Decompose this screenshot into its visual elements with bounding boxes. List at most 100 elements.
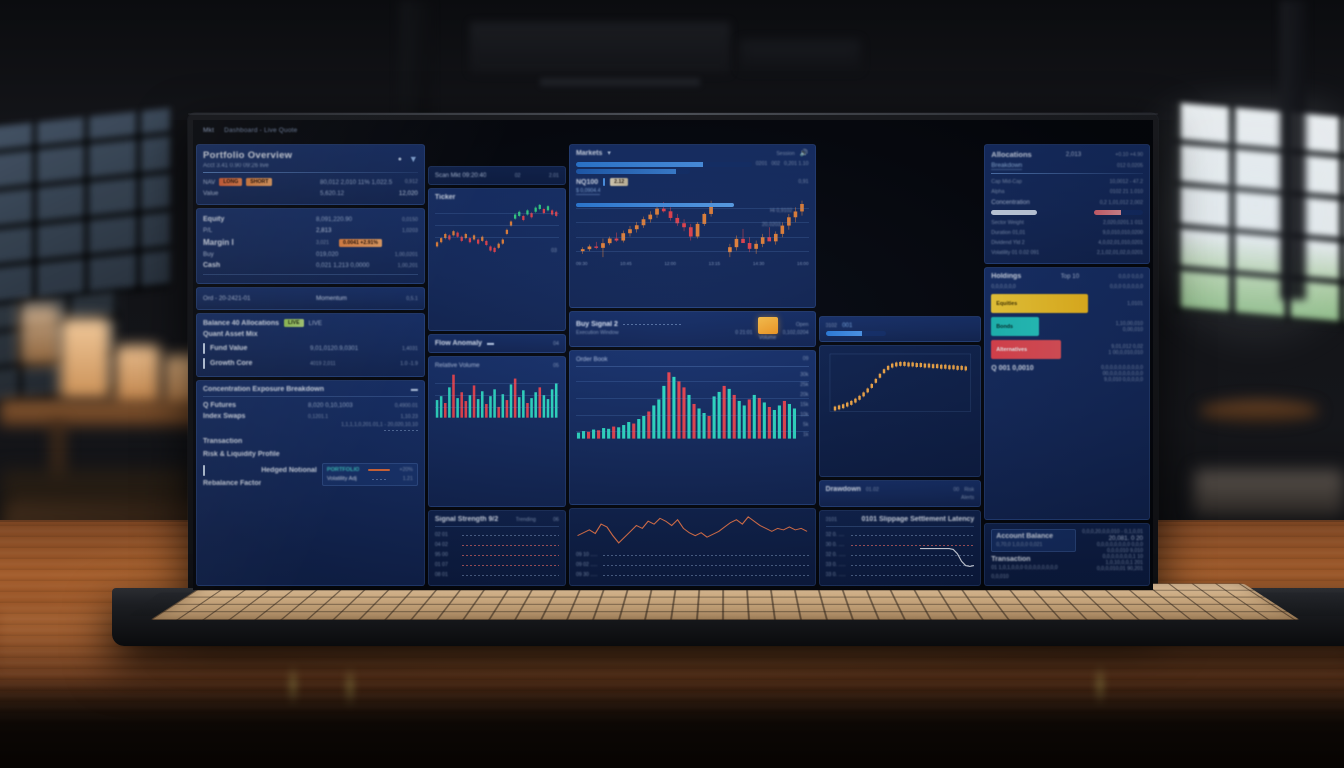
- expand-icon[interactable]: ▬: [410, 386, 418, 394]
- latency-row-3: 03 0. ..........: [825, 562, 846, 568]
- laptop-lid-highlight: [188, 113, 1158, 115]
- latency-card: 0101 0101 Slippage Settlement Latency 02…: [818, 510, 982, 586]
- alloc-row-3-label: Sector Weight: [991, 220, 1024, 227]
- panel-growth: 0102 001: [818, 144, 982, 586]
- signal-title: Signal Strength 9/2: [434, 516, 499, 523]
- signal-subtitle: Trending: [515, 516, 536, 523]
- exposure-row-0-extra: 0,4900.01: [394, 402, 418, 409]
- allocations-panel-change: +0.10 +4.90: [1115, 151, 1143, 158]
- chart-overlay-progress[interactable]: [575, 202, 735, 207]
- y-tick-6: 1k: [803, 431, 809, 438]
- legend-value-alternatives: 9,01,012 0,02: [1111, 343, 1143, 350]
- stat-label-cash: Cash: [203, 262, 221, 270]
- latency-title: 0101 Slippage Settlement Latency: [861, 516, 975, 523]
- portfolio-chip[interactable]: PORTFOLIO +20% Volatility Adj 1.21: [321, 463, 418, 487]
- allocations-panel-value: 2,013: [1065, 151, 1082, 158]
- stat-extra-buy: 1,00,0201: [394, 251, 418, 258]
- markets-chevron-down-icon[interactable]: ▾: [607, 150, 611, 157]
- trend-line-svg: [577, 516, 808, 544]
- buy-signal-subtitle: Execution Window: [575, 330, 619, 337]
- stat-label-margin: Margin I: [203, 238, 234, 248]
- ceiling-panel: [470, 22, 730, 74]
- y-tick-1: 25k: [800, 381, 809, 388]
- signal-strength-card: Signal Strength 9/2 Trending 06 02 01 04…: [427, 510, 566, 586]
- dashboard-grid: Portfolio Overview Acct 3.41 0.90 09:26 …: [193, 141, 1153, 590]
- summary-line-1: 00,0,0,0,0,0,0,0,0: [1102, 371, 1143, 378]
- app-name: Mkt: [203, 127, 215, 134]
- allocations-sub-title[interactable]: Breakdown: [991, 162, 1023, 170]
- drawdown-card[interactable]: Drawdown 01.02 00 Risk Alerts: [818, 480, 982, 507]
- legend-bar-equities[interactable]: Equities: [991, 294, 1089, 314]
- stat-extra-equity: 0,0150: [401, 216, 418, 223]
- margin-change-tag: 0.0041 +2.91%: [339, 238, 383, 247]
- x-tick-0: 09:30: [575, 260, 588, 266]
- desk-foreground-shadow: [0, 676, 1344, 768]
- chip-title: PORTFOLIO: [326, 467, 360, 474]
- page-subtitle: Acct 3.41 0.90 09:26 live: [203, 163, 269, 169]
- alloc-row-0-value: 10,0012 - 47.2: [1109, 179, 1143, 186]
- foreground-cup-1: [60, 318, 110, 400]
- flow-anomaly-card[interactable]: Flow Anomaly ▬ 04: [427, 334, 566, 354]
- value-mid: 5,620.12: [320, 190, 345, 198]
- latency-code: 0101: [825, 516, 838, 523]
- buy-signal-right-value: 0,102,0204: [782, 329, 809, 336]
- account-balance-box[interactable]: Account Balance 0,70,0 1,0,0,0 0,021: [991, 529, 1076, 552]
- exposure-row-0-label: Q Futures: [203, 402, 237, 410]
- panel-markets: Markets ▾ Session 🔊 0201 002 0,201 1.10: [568, 144, 816, 586]
- long-tag: LONG: [219, 178, 243, 187]
- stat-label-pl: P/L: [203, 227, 213, 235]
- x-tick-2: 12:00: [664, 260, 676, 266]
- legend-bar-bonds[interactable]: Bonds: [991, 317, 1040, 337]
- orange-square-icon[interactable]: [757, 316, 778, 334]
- growth-progress[interactable]: [825, 331, 886, 336]
- chart-annotation-2: 20,0203: [761, 222, 781, 229]
- buy-signal-right-label: Volume: [758, 334, 777, 341]
- scan-search-card[interactable]: Scan Mkt 09:20:40 02 2.01: [427, 166, 566, 185]
- open-positions-card[interactable]: Ord - 20-2421-01 Momentum 0,5.1: [196, 287, 425, 311]
- relative-volume-svg: [435, 374, 558, 418]
- positions-row-extra: 0,5.1: [406, 295, 418, 302]
- footer-bottom-label: 0,0,010: [991, 574, 1009, 580]
- toggle-icon[interactable]: ▬: [487, 340, 495, 348]
- buy-signal-card[interactable]: Buy Signal 2 Execution Window 0 21:01: [568, 310, 816, 347]
- transaction-footer-title: Transaction: [991, 556, 1031, 563]
- markets-chart-card: Markets ▾ Session 🔊 0201 002 0,201 1.10: [568, 144, 816, 308]
- footer-right-3: 0,0,0,010 9,010: [1106, 548, 1143, 554]
- signal-row-1: 04 02: [434, 542, 448, 548]
- growth-chart-card: [818, 345, 982, 477]
- drawdown-line-svg: [920, 548, 975, 568]
- x-tick-1: 10:45: [620, 260, 632, 266]
- x-tick-4: 14:30: [752, 260, 765, 266]
- stat-value-pl: 2,813: [316, 227, 332, 235]
- speaker-icon[interactable]: 🔊: [799, 150, 809, 157]
- value-label: Value: [203, 190, 219, 198]
- flow-title: Flow Anomaly: [434, 340, 483, 348]
- foreground-object-right: [1199, 400, 1319, 422]
- footer-right-6: 0,0,0,010,01 90,201: [1096, 566, 1143, 572]
- info-icon[interactable]: ●: [397, 156, 402, 163]
- risk-profile-title: Risk & Liquidity Profile: [203, 451, 280, 459]
- markets-progress-1[interactable]: [575, 161, 752, 167]
- concentration-bar-right[interactable]: [1094, 210, 1143, 216]
- chip-sub-value: 1.21: [402, 476, 413, 483]
- chevron-down-icon[interactable]: ▼: [408, 154, 418, 164]
- stat-value-cash: 0,021 1,213 0,0000: [316, 262, 370, 270]
- drawdown-title: Drawdown: [825, 486, 861, 493]
- main-chart-gridlines: [575, 199, 809, 260]
- alloc-row-1-label: Alpha: [991, 189, 1005, 196]
- portfolio-header-card: Portfolio Overview Acct 3.41 0.90 09:26 …: [196, 144, 425, 206]
- markets-progress-1-value: 0201: [755, 161, 768, 167]
- panel-scanner: Scan Mkt 09:20:40 02 2.01 Ticker: [427, 144, 566, 586]
- legend-bar-alternatives[interactable]: Alternatives: [991, 340, 1062, 360]
- markets-progress-2[interactable]: [575, 169, 690, 174]
- nav-right-value: 0,912: [404, 179, 418, 186]
- ticker-footer-badge: 03: [551, 247, 557, 254]
- foreground-cup-2: [115, 345, 161, 407]
- markets-progress-2-badge: 002: [771, 161, 780, 167]
- concentration-bar-left: [991, 210, 1038, 216]
- quote-link[interactable]: $ 0,0904.4: [575, 188, 601, 195]
- chip-sub: Volatility Adj: [326, 476, 357, 483]
- signal-row-4: 08 01: [434, 572, 448, 578]
- positions-row-label: Ord - 20-2421-01: [203, 295, 251, 303]
- nav-label: NAV: [203, 178, 216, 186]
